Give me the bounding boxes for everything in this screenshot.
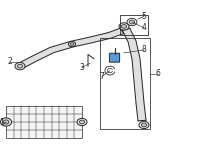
Circle shape xyxy=(3,120,9,124)
Circle shape xyxy=(15,62,25,70)
Circle shape xyxy=(139,121,149,129)
Circle shape xyxy=(68,41,76,47)
Circle shape xyxy=(142,123,146,127)
Circle shape xyxy=(127,18,137,26)
Circle shape xyxy=(0,118,12,126)
Text: 8: 8 xyxy=(142,45,146,55)
Circle shape xyxy=(70,43,74,45)
Text: 4: 4 xyxy=(142,23,146,32)
Circle shape xyxy=(80,120,84,124)
Text: 7: 7 xyxy=(100,72,104,81)
FancyBboxPatch shape xyxy=(109,53,120,62)
Text: 6: 6 xyxy=(156,69,160,78)
Circle shape xyxy=(18,64,22,68)
Bar xyxy=(100,38,150,129)
Bar xyxy=(120,15,148,35)
Text: 1: 1 xyxy=(0,117,4,127)
Circle shape xyxy=(122,25,127,28)
Text: 3: 3 xyxy=(80,63,84,72)
Polygon shape xyxy=(18,28,124,69)
Bar xyxy=(6,106,82,138)
Circle shape xyxy=(119,23,129,30)
Text: 2: 2 xyxy=(8,57,12,66)
Text: 5: 5 xyxy=(142,12,146,21)
Polygon shape xyxy=(122,28,146,121)
Circle shape xyxy=(129,20,135,24)
Circle shape xyxy=(77,118,87,126)
